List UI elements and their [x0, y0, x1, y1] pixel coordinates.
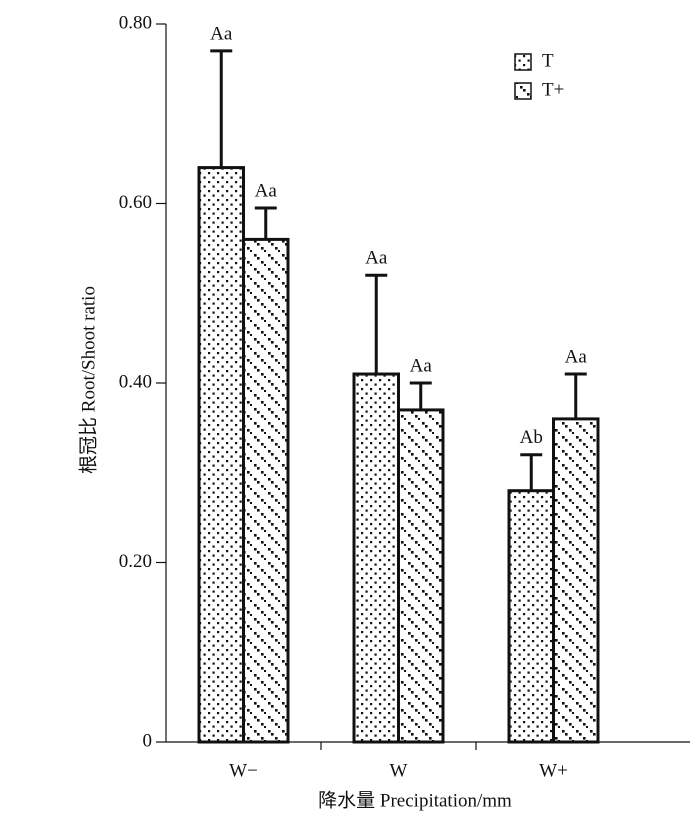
x-axis-label: 降水量 Precipitation/mm	[318, 789, 512, 811]
bar	[352, 372, 400, 744]
significance-label: Ab	[520, 427, 543, 448]
y-tick-label: 0.40	[119, 371, 152, 392]
legend-label: T+	[542, 79, 564, 100]
significance-label: Aa	[410, 355, 433, 376]
y-axis-label: 根冠比 Root/Shoot ratio	[77, 286, 99, 474]
bar	[397, 408, 445, 744]
legend-label: T	[542, 50, 554, 71]
significance-label: Aa	[210, 23, 233, 44]
legend-swatch	[514, 82, 532, 100]
legend-swatch	[514, 53, 532, 71]
x-tick-label: W−	[229, 760, 258, 781]
significance-label: Aa	[255, 180, 278, 201]
significance-label: Aa	[565, 346, 588, 367]
significance-label: Aa	[365, 248, 388, 269]
bar	[197, 166, 245, 744]
bar	[552, 417, 600, 744]
x-tick-label: W+	[539, 760, 568, 781]
bar	[242, 237, 290, 744]
x-tick-label: W	[390, 760, 408, 781]
y-tick-label: 0.20	[119, 551, 152, 572]
bar	[507, 489, 555, 744]
y-tick-label: 0.80	[119, 12, 152, 33]
y-tick-label: 0.60	[119, 192, 152, 213]
y-tick-label: 0	[143, 730, 153, 751]
